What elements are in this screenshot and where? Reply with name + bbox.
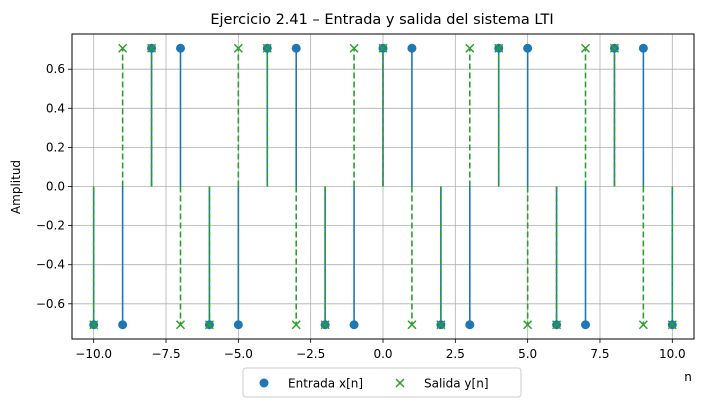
point-entrada [638,43,648,53]
y-tick-label: −0.6 [36,297,65,311]
x-tick-label: 7.5 [590,347,609,361]
point-entrada [291,43,301,53]
point-salida [233,43,243,53]
y-axis-label: Amplitud [9,160,23,214]
point-entrada [118,320,128,330]
markers [89,43,677,330]
x-tick-label: −2.5 [296,347,325,361]
point-salida [349,43,359,53]
point-salida [580,43,591,53]
point-salida [407,320,417,330]
point-entrada [175,43,185,53]
y-tick-label: −0.4 [36,258,65,272]
point-salida [118,43,128,53]
y-axis-ticks: −0.6 −0.4 −0.2 0.0 0.2 0.4 0.6 [36,62,72,311]
point-salida [378,43,388,53]
point-salida [291,320,301,330]
point-salida [147,43,157,53]
y-tick-label: 0.2 [46,140,65,154]
point-salida [552,320,562,330]
point-entrada [581,320,591,330]
x-tick-label: −5.0 [224,347,253,361]
x-axis-label: n [684,370,692,384]
point-salida [436,320,446,330]
point-salida [465,43,475,53]
legend-label-entrada: Entrada x[n] [288,377,363,391]
x-axis-ticks: −10.0 −7.5 −5.0 −2.5 0.0 2.5 5.0 7.5 10.0 [75,339,686,361]
legend-box [242,367,522,398]
stems [92,48,674,325]
legend-marker-entrada [259,378,269,388]
point-salida [204,320,214,330]
point-salida [638,320,648,330]
point-entrada [233,320,243,330]
y-tick-label: 0.6 [46,62,65,76]
legend-marker-salida [395,378,405,388]
point-salida [262,43,272,53]
point-entrada [465,320,475,330]
y-tick-label: −0.2 [36,219,65,233]
point-salida [89,320,99,330]
point-entrada [523,43,533,53]
legend-label-salida: Salida y[n] [424,377,489,391]
y-tick-label: 0.0 [46,180,65,194]
point-salida [523,320,533,330]
point-salida [609,43,619,53]
point-salida [175,320,186,330]
y-tick-label: 0.4 [46,101,65,115]
chart-title: Ejercicio 2.41 – Entrada y salida del si… [210,12,553,28]
x-tick-label: 2.5 [446,347,465,361]
point-salida [320,320,330,330]
point-entrada [407,43,417,53]
legend: Entrada x[n] Salida y[n] [242,367,522,398]
x-tick-label: −10.0 [75,347,112,361]
x-tick-label: −7.5 [151,347,180,361]
x-tick-label: 5.0 [518,347,537,361]
x-tick-label: 0.0 [373,347,392,361]
point-salida [667,320,677,330]
x-tick-label: 10.0 [659,347,686,361]
point-entrada [349,320,359,330]
point-salida [494,43,504,53]
